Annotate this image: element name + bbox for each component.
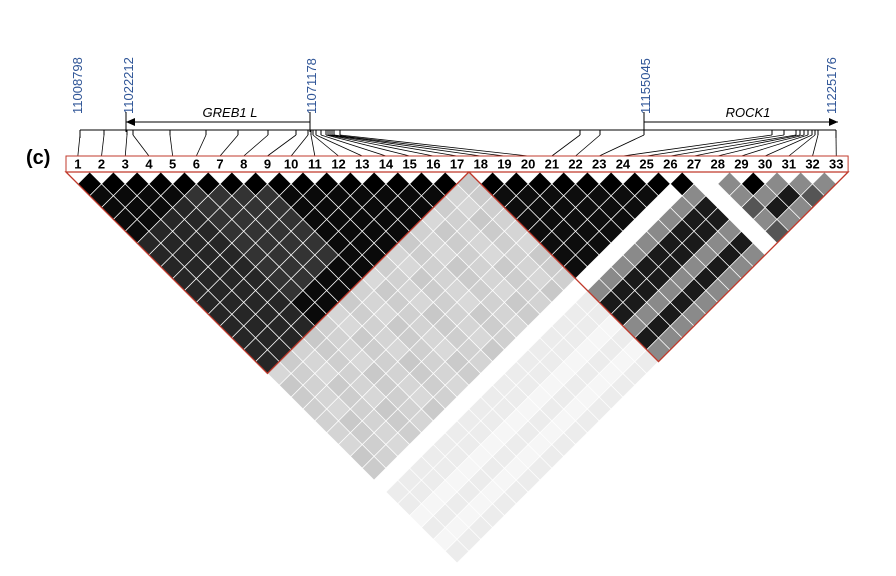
- marker-number: 9: [264, 157, 271, 172]
- marker-connector-line: [290, 134, 309, 157]
- marker-number: 32: [805, 157, 819, 172]
- marker-connector-line: [77, 134, 81, 157]
- marker-number: 4: [145, 157, 153, 172]
- marker-number: 20: [521, 157, 535, 172]
- marker-number: 8: [240, 157, 247, 172]
- marker-connector-line: [599, 134, 645, 157]
- position-label-end: 11225176: [824, 57, 839, 114]
- marker-number: 1: [74, 157, 81, 172]
- marker-connector-line: [717, 134, 805, 157]
- marker-number: 5: [169, 157, 176, 172]
- marker-connector-line: [333, 134, 505, 157]
- marker-number: 30: [758, 157, 772, 172]
- marker-connector-line: [310, 134, 316, 157]
- position-label-start: 11008798: [70, 57, 85, 114]
- marker-connector-line: [741, 134, 809, 157]
- marker-number: 2: [98, 157, 105, 172]
- haplotype-block-outlines: [64, 171, 850, 375]
- marker-connector-line: [132, 134, 150, 157]
- marker-number: 11: [308, 157, 322, 172]
- marker-number: 17: [450, 157, 464, 172]
- marker-connector-line: [670, 134, 797, 157]
- marker-number: 28: [711, 157, 725, 172]
- marker-number: 14: [379, 157, 394, 172]
- marker-connector-line: [195, 134, 207, 157]
- marker-number: 18: [474, 157, 488, 172]
- marker-connector-line: [327, 134, 434, 157]
- marker-connector-line: [339, 134, 529, 157]
- marker-connector-line: [219, 134, 239, 157]
- marker-connector-line: [169, 134, 174, 157]
- haplotype-block-outline: [64, 171, 471, 375]
- gene-label-greb1l: GREB1 L: [203, 105, 258, 120]
- marker-number: 16: [426, 157, 440, 172]
- marker-connector-line: [124, 134, 128, 157]
- marker-number: 22: [568, 157, 582, 172]
- marker-number: 19: [497, 157, 511, 172]
- marker-connector-line: [101, 134, 105, 157]
- marker-number: 13: [355, 157, 369, 172]
- gene-greb1l-arrow: [125, 112, 311, 132]
- marker-connector-line: [575, 134, 601, 157]
- marker-number: 33: [829, 157, 843, 172]
- marker-connector-lines: [77, 130, 837, 157]
- marker-number: 25: [639, 157, 653, 172]
- marker-connector-line: [329, 134, 458, 157]
- marker-number-row: 1 2 3 4 5 6 7 8 9 10 11 12 13 14 15 16 17 18 19 20 21 22 23 24 2…: [65, 155, 849, 173]
- marker-connector-line: [267, 134, 297, 157]
- marker-number: 24: [616, 157, 631, 172]
- marker-number: 15: [402, 157, 416, 172]
- haplotype-block-outline: [467, 171, 850, 363]
- panel-label: (c): [26, 147, 50, 169]
- marker-number: 31: [782, 157, 796, 172]
- marker-connector-line: [646, 134, 785, 157]
- marker-number: 12: [331, 157, 345, 172]
- marker-number: 7: [216, 157, 223, 172]
- marker-connector-line: [693, 134, 801, 157]
- position-label-greb1l-end: 11071178: [304, 58, 319, 114]
- gene-rock1-arrow: [643, 112, 838, 132]
- marker-number: 27: [687, 157, 701, 172]
- position-label-rock1-start: 11155045: [638, 58, 653, 114]
- marker-connector-line: [622, 134, 773, 157]
- ld-heatmap: [77, 171, 837, 564]
- position-label-greb1l-start: 11022212: [121, 57, 136, 114]
- marker-connector-line: [788, 134, 816, 157]
- marker-connector-line: [812, 134, 819, 157]
- marker-connector-line: [325, 134, 410, 157]
- marker-connector-line: [312, 134, 339, 157]
- marker-connector-line: [331, 134, 481, 157]
- marker-connector-line: [764, 134, 813, 157]
- marker-number: 21: [545, 157, 559, 172]
- gene-label-rock1: ROCK1: [726, 105, 771, 120]
- marker-connector-line: [320, 134, 387, 157]
- marker-number: 3: [122, 157, 129, 172]
- marker-number: 26: [663, 157, 677, 172]
- marker-connector-line: [551, 134, 581, 157]
- marker-connector-line: [315, 134, 363, 157]
- genomic-track: [77, 129, 837, 157]
- marker-connector-line: [243, 134, 269, 157]
- marker-number: 29: [734, 157, 748, 172]
- marker-number: 6: [193, 157, 200, 172]
- marker-number: 10: [284, 157, 298, 172]
- marker-number: 23: [592, 157, 606, 172]
